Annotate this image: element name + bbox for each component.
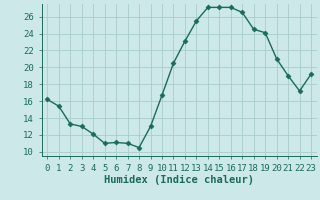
X-axis label: Humidex (Indice chaleur): Humidex (Indice chaleur): [104, 175, 254, 185]
